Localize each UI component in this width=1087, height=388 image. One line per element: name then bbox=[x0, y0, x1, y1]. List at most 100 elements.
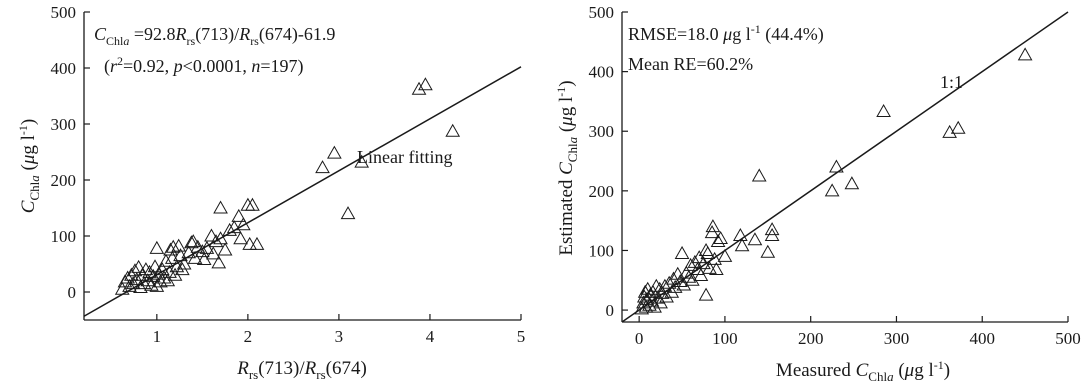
y-tick-label: 200 bbox=[51, 171, 77, 190]
data-point bbox=[133, 280, 148, 294]
data-point bbox=[411, 81, 427, 95]
data-point bbox=[942, 124, 957, 138]
data-point bbox=[165, 239, 181, 253]
data-point bbox=[184, 235, 199, 249]
left-x-title: Rrs(713)/Rrs(674) bbox=[236, 358, 367, 382]
data-point bbox=[717, 248, 733, 262]
left-data-points bbox=[114, 77, 461, 295]
data-point bbox=[199, 240, 215, 254]
data-point bbox=[240, 197, 256, 211]
y-tick-label: 500 bbox=[589, 3, 615, 22]
data-point bbox=[734, 238, 750, 252]
data-point bbox=[354, 154, 370, 168]
data-point bbox=[231, 208, 247, 222]
data-point bbox=[829, 159, 844, 173]
data-point bbox=[664, 284, 680, 298]
data-point bbox=[149, 240, 165, 254]
data-point bbox=[683, 257, 698, 271]
data-point bbox=[122, 278, 137, 292]
left-fit-label: Linear fitting bbox=[357, 147, 452, 167]
right-y-title: Estimated CChla (μg l-1) bbox=[554, 80, 580, 255]
data-point bbox=[418, 77, 433, 91]
data-point bbox=[340, 206, 356, 220]
right-data-points bbox=[634, 47, 1033, 315]
data-point bbox=[171, 238, 187, 252]
y-tick-label: 100 bbox=[51, 227, 77, 246]
data-point bbox=[696, 256, 711, 270]
data-point bbox=[713, 231, 728, 245]
right-rmse: RMSE=18.0 μg l-1 (44.4%) bbox=[628, 22, 824, 45]
data-point bbox=[636, 289, 652, 303]
data-point bbox=[657, 278, 673, 292]
data-point bbox=[684, 272, 700, 286]
data-point bbox=[125, 276, 141, 290]
data-point bbox=[760, 244, 776, 258]
data-point bbox=[211, 255, 227, 269]
data-point bbox=[751, 168, 767, 182]
data-point bbox=[647, 299, 662, 313]
right-identity-label: 1:1 bbox=[940, 72, 963, 92]
x-tick-label: 4 bbox=[426, 327, 435, 346]
x-tick-label: 100 bbox=[712, 329, 738, 348]
data-point bbox=[315, 160, 330, 174]
data-point bbox=[733, 228, 748, 242]
data-point bbox=[1017, 47, 1033, 61]
data-point bbox=[659, 289, 674, 303]
data-point bbox=[698, 287, 714, 301]
data-point bbox=[648, 278, 664, 292]
x-tick-label: 1 bbox=[153, 327, 162, 346]
left-y-title: CChla (μg l-1) bbox=[16, 119, 42, 213]
data-point bbox=[705, 219, 721, 233]
data-point bbox=[824, 183, 840, 197]
left-linear-fit-line bbox=[83, 66, 522, 317]
data-point bbox=[147, 259, 163, 273]
data-point bbox=[205, 246, 221, 260]
data-point bbox=[950, 120, 966, 134]
data-point bbox=[702, 260, 717, 274]
x-tick-label: 400 bbox=[969, 329, 995, 348]
data-point bbox=[213, 231, 228, 245]
data-point bbox=[204, 228, 219, 242]
x-tick-label: 5 bbox=[517, 327, 526, 346]
x-tick-label: 200 bbox=[798, 329, 824, 348]
right-ticks: 0 100 200 300 400 500 0 100 200 300 400 500 bbox=[589, 3, 1081, 348]
data-point bbox=[190, 239, 206, 253]
right-x-title: Measured CChla (μg l-1) bbox=[776, 358, 950, 384]
data-point bbox=[700, 245, 716, 259]
data-point bbox=[747, 232, 763, 246]
data-point bbox=[226, 220, 242, 234]
data-point bbox=[145, 268, 161, 282]
x-tick-label: 500 bbox=[1055, 329, 1081, 348]
data-point bbox=[136, 276, 152, 290]
right-mean-re: Mean RE=60.2% bbox=[628, 54, 753, 74]
y-tick-label: 200 bbox=[589, 182, 615, 201]
x-tick-label: 2 bbox=[244, 327, 253, 346]
data-point bbox=[844, 176, 860, 190]
data-point bbox=[710, 234, 726, 248]
y-tick-label: 100 bbox=[589, 241, 615, 260]
data-point bbox=[708, 262, 724, 276]
data-point bbox=[149, 278, 165, 292]
data-point bbox=[674, 245, 690, 259]
data-point bbox=[876, 104, 891, 118]
data-point bbox=[185, 234, 201, 248]
y-tick-label: 0 bbox=[606, 301, 615, 320]
data-point bbox=[242, 236, 258, 250]
data-point bbox=[235, 217, 251, 231]
x-tick-label: 300 bbox=[884, 329, 910, 348]
left-chart: 1 2 3 4 5 0 100 200 300 400 500 CChla =92.8Rrs(713… bbox=[16, 3, 525, 382]
y-tick-label: 400 bbox=[589, 63, 615, 82]
left-ticks: 1 2 3 4 5 0 100 200 300 400 500 bbox=[51, 3, 526, 346]
data-point bbox=[187, 250, 203, 264]
data-point bbox=[693, 267, 709, 281]
data-point bbox=[217, 242, 233, 256]
data-point bbox=[233, 231, 248, 245]
right-chart: 0 100 200 300 400 500 0 100 200 300 400 500 RMSE=18… bbox=[554, 3, 1081, 384]
x-tick-label: 3 bbox=[335, 327, 344, 346]
data-point bbox=[176, 256, 192, 270]
data-point bbox=[131, 259, 146, 273]
left-stats: (r2=0.92, p<0.0001, n=197) bbox=[104, 54, 303, 77]
data-point bbox=[327, 145, 342, 159]
data-point bbox=[681, 269, 697, 283]
